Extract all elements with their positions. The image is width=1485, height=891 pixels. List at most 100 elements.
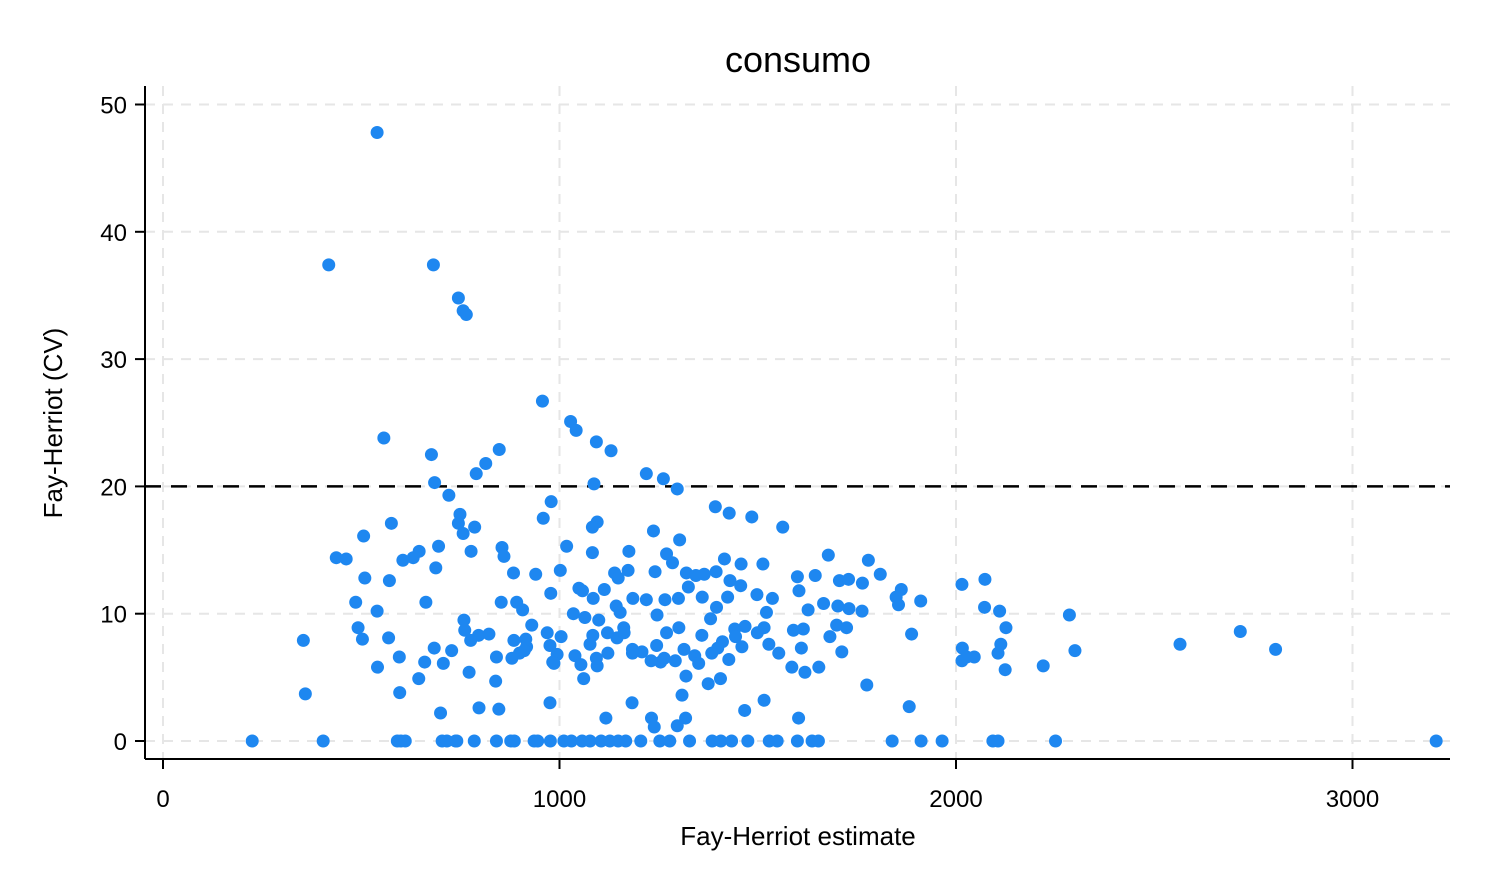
data-point: [426, 258, 440, 272]
data-point: [644, 654, 658, 668]
data-point: [536, 511, 550, 525]
data-point: [785, 660, 799, 674]
data-point: [756, 557, 770, 571]
data-point: [451, 291, 465, 305]
data-point: [613, 605, 627, 619]
data-point: [329, 551, 343, 565]
data-point: [458, 623, 472, 637]
data-point: [1062, 608, 1076, 622]
data-point: [677, 642, 691, 656]
data-point: [695, 628, 709, 642]
data-point: [639, 593, 653, 607]
data-point: [745, 510, 759, 524]
data-point: [759, 605, 773, 619]
data-point: [622, 544, 636, 558]
data-point: [725, 734, 739, 748]
data-point: [831, 599, 845, 613]
data-point: [296, 633, 310, 647]
data-point: [357, 529, 371, 543]
data-point: [543, 734, 557, 748]
data-point: [574, 658, 588, 672]
data-point: [535, 394, 549, 408]
axes: [144, 86, 1450, 760]
data-point: [671, 591, 685, 605]
data-point: [860, 678, 874, 692]
data-point: [1036, 659, 1050, 673]
data-point: [544, 495, 558, 509]
data-point: [840, 621, 854, 635]
data-point: [1233, 625, 1247, 639]
data-point: [519, 632, 533, 646]
data-point: [823, 630, 837, 644]
data-point: [668, 654, 682, 668]
data-point: [714, 734, 728, 748]
data-point: [673, 533, 687, 547]
data-point: [772, 646, 786, 660]
data-point: [894, 583, 908, 597]
data-point: [750, 626, 764, 640]
data-point: [842, 602, 856, 616]
data-point: [811, 734, 825, 748]
data-point: [489, 650, 503, 664]
data-point: [497, 549, 511, 563]
data-point: [776, 520, 790, 534]
data-point: [646, 524, 660, 538]
x-axis-label: Fay-Herriot estimate: [680, 821, 916, 851]
data-point: [459, 308, 473, 322]
data-point: [885, 734, 899, 748]
data-point: [456, 527, 470, 541]
data-point: [467, 734, 481, 748]
data-point: [507, 633, 521, 647]
data-point: [672, 621, 686, 635]
data-point: [670, 482, 684, 496]
data-point: [428, 476, 442, 490]
data-point: [599, 711, 613, 725]
data-point: [492, 702, 506, 716]
data-point: [358, 571, 372, 585]
data-point: [991, 734, 1005, 748]
data-point: [554, 630, 568, 644]
data-point: [507, 566, 521, 580]
data-point: [905, 627, 919, 641]
data-point: [351, 621, 365, 635]
x-tick-label: 1000: [533, 786, 586, 813]
data-point: [658, 593, 672, 607]
data-point: [398, 734, 412, 748]
y-tick-label: 0: [114, 729, 127, 756]
data-point: [710, 600, 724, 614]
data-point: [821, 548, 835, 562]
data-point: [505, 651, 519, 665]
data-point: [316, 734, 330, 748]
data-point: [544, 586, 558, 600]
data-point: [462, 665, 476, 679]
data-point: [601, 646, 615, 660]
y-tick-label: 40: [100, 220, 127, 247]
data-point: [842, 572, 856, 586]
data-point: [553, 563, 567, 577]
data-point: [1269, 642, 1283, 656]
data-point: [464, 544, 478, 558]
data-point: [757, 693, 771, 707]
data-point: [873, 567, 887, 581]
data-point: [569, 423, 583, 437]
data-point: [892, 598, 906, 612]
data-point: [494, 595, 508, 609]
data-point: [855, 604, 869, 618]
data-point: [790, 570, 804, 584]
data-point: [794, 641, 808, 655]
data-point: [469, 467, 483, 481]
data-point: [705, 646, 719, 660]
data-point: [634, 734, 648, 748]
x-tick-label: 2000: [929, 786, 982, 813]
chart-title: consumo: [725, 39, 871, 80]
data-point: [692, 656, 706, 670]
data-point: [670, 719, 684, 733]
data-point: [525, 618, 539, 632]
data-point: [796, 622, 810, 636]
data-point: [792, 584, 806, 598]
data-point: [713, 672, 727, 686]
data-point: [704, 612, 718, 626]
data-point: [621, 563, 635, 577]
data-point: [412, 544, 426, 558]
data-point: [585, 520, 599, 534]
